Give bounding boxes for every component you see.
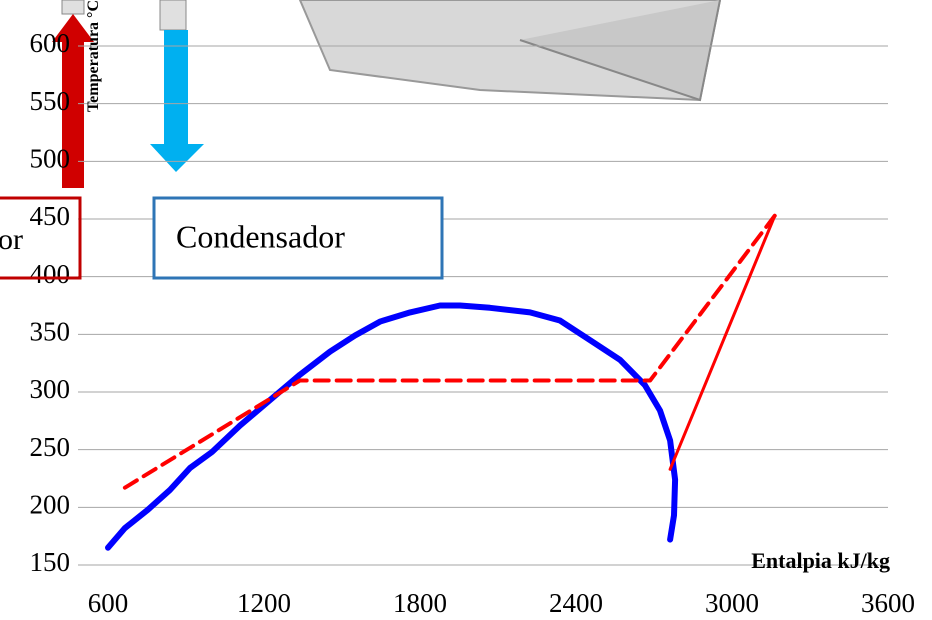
turbine-illustration xyxy=(61,0,722,102)
evaporator-box xyxy=(0,196,82,280)
y-tick-label: 600 xyxy=(30,28,71,58)
y-tick-label: 500 xyxy=(30,144,71,174)
x-tick-label: 2400 xyxy=(549,588,603,618)
plot-area: 150 200 250 300 350 400 450 500 550 600 600 1200 180… xyxy=(30,28,916,618)
y-tick-label: 150 xyxy=(30,547,71,577)
y-tick-label: 250 xyxy=(30,432,71,462)
y-tick-label: 450 xyxy=(30,201,71,231)
blue-arrow xyxy=(150,30,204,172)
y-axis-label: Temperatura °C xyxy=(85,0,102,112)
annotation: or xyxy=(0,223,23,256)
y-tick-label: 550 xyxy=(30,86,71,116)
x-tick-label: 3600 xyxy=(861,588,915,618)
x-tick-label: 600 xyxy=(88,588,129,618)
line-series xyxy=(105,302,679,551)
x-axis-label: Entalpia kJ/kg xyxy=(751,548,890,573)
red-arrow xyxy=(52,14,94,188)
y-tick-label: 350 xyxy=(30,317,71,347)
condenser-box xyxy=(152,196,444,280)
y-tick-label: 400 xyxy=(30,259,71,289)
x-tick-label: 3000 xyxy=(705,588,759,618)
x-tick-label: 1800 xyxy=(393,588,447,618)
line-series xyxy=(122,213,777,490)
y-tick-label: 200 xyxy=(30,490,71,520)
x-tick-label: 1200 xyxy=(237,588,291,618)
annotation: Condensador xyxy=(176,218,345,254)
line-series xyxy=(668,214,777,471)
y-tick-label: 300 xyxy=(30,374,71,404)
